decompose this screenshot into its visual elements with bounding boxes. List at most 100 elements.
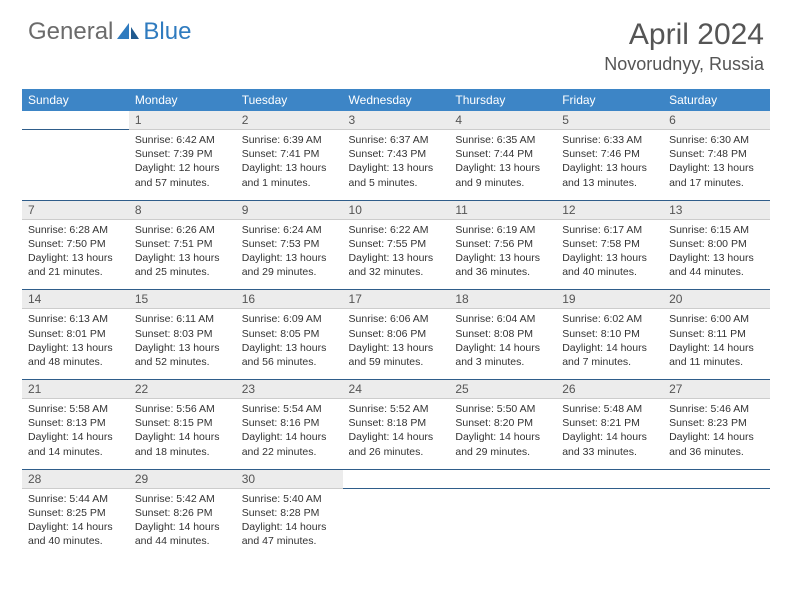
day-content-cell: Sunrise: 6:39 AMSunset: 7:41 PMDaylight:… (236, 130, 343, 201)
day-content-cell: Sunrise: 6:15 AMSunset: 8:00 PMDaylight:… (663, 219, 770, 290)
daylight-text-2: and 56 minutes. (242, 355, 337, 369)
day-header-wednesday: Wednesday (343, 89, 450, 111)
sunset-text: Sunset: 7:50 PM (28, 237, 123, 251)
day-content-cell: Sunrise: 6:28 AMSunset: 7:50 PMDaylight:… (22, 219, 129, 290)
day-number-cell: 30 (236, 469, 343, 488)
day-content-cell: Sunrise: 6:24 AMSunset: 7:53 PMDaylight:… (236, 219, 343, 290)
location-label: Novorudnyy, Russia (604, 54, 764, 75)
logo-text-general: General (28, 18, 113, 46)
sunrise-text: Sunrise: 5:56 AM (135, 402, 230, 416)
sunrise-text: Sunrise: 6:11 AM (135, 312, 230, 326)
day-number-cell: 16 (236, 290, 343, 309)
content-row: Sunrise: 6:28 AMSunset: 7:50 PMDaylight:… (22, 219, 770, 290)
sunrise-text: Sunrise: 5:40 AM (242, 492, 337, 506)
day-number-cell: 7 (22, 200, 129, 219)
day-content-cell: Sunrise: 5:42 AMSunset: 8:26 PMDaylight:… (129, 488, 236, 558)
month-title: April 2024 (604, 18, 764, 52)
sunset-text: Sunset: 8:11 PM (669, 327, 764, 341)
day-header-row: Sunday Monday Tuesday Wednesday Thursday… (22, 89, 770, 111)
sunrise-text: Sunrise: 6:22 AM (349, 223, 444, 237)
header: General Blue April 2024 Novorudnyy, Russ… (0, 0, 792, 83)
sunset-text: Sunset: 8:13 PM (28, 416, 123, 430)
daylight-text-1: Daylight: 14 hours (455, 430, 550, 444)
daynum-row: 14151617181920 (22, 290, 770, 309)
daylight-text-2: and 29 minutes. (242, 265, 337, 279)
sunset-text: Sunset: 8:03 PM (135, 327, 230, 341)
sunrise-text: Sunrise: 6:15 AM (669, 223, 764, 237)
day-number-cell: 4 (449, 111, 556, 130)
sunset-text: Sunset: 7:58 PM (562, 237, 657, 251)
daylight-text-2: and 17 minutes. (669, 176, 764, 190)
sunrise-text: Sunrise: 6:09 AM (242, 312, 337, 326)
sunrise-text: Sunrise: 6:26 AM (135, 223, 230, 237)
day-content-cell: Sunrise: 6:11 AMSunset: 8:03 PMDaylight:… (129, 309, 236, 380)
sunset-text: Sunset: 8:05 PM (242, 327, 337, 341)
daylight-text-2: and 9 minutes. (455, 176, 550, 190)
daylight-text-1: Daylight: 14 hours (349, 430, 444, 444)
day-number-cell: 22 (129, 380, 236, 399)
sunset-text: Sunset: 8:23 PM (669, 416, 764, 430)
day-content-cell: Sunrise: 5:56 AMSunset: 8:15 PMDaylight:… (129, 399, 236, 470)
day-content-cell (449, 488, 556, 558)
daylight-text-1: Daylight: 13 hours (135, 251, 230, 265)
daynum-row: 123456 (22, 111, 770, 130)
day-content-cell: Sunrise: 6:33 AMSunset: 7:46 PMDaylight:… (556, 130, 663, 201)
day-number-cell: 13 (663, 200, 770, 219)
day-number-cell: 9 (236, 200, 343, 219)
sunrise-text: Sunrise: 6:39 AM (242, 133, 337, 147)
daylight-text-2: and 36 minutes. (455, 265, 550, 279)
sunset-text: Sunset: 7:55 PM (349, 237, 444, 251)
daylight-text-1: Daylight: 13 hours (562, 251, 657, 265)
day-number-cell (22, 111, 129, 130)
daylight-text-2: and 11 minutes. (669, 355, 764, 369)
day-content-cell: Sunrise: 6:42 AMSunset: 7:39 PMDaylight:… (129, 130, 236, 201)
sunset-text: Sunset: 7:44 PM (455, 147, 550, 161)
day-content-cell: Sunrise: 6:30 AMSunset: 7:48 PMDaylight:… (663, 130, 770, 201)
daylight-text-1: Daylight: 14 hours (669, 430, 764, 444)
sunset-text: Sunset: 8:00 PM (669, 237, 764, 251)
daylight-text-1: Daylight: 13 hours (349, 161, 444, 175)
day-content-cell: Sunrise: 6:02 AMSunset: 8:10 PMDaylight:… (556, 309, 663, 380)
sunrise-text: Sunrise: 6:35 AM (455, 133, 550, 147)
day-header-sunday: Sunday (22, 89, 129, 111)
daynum-row: 282930 (22, 469, 770, 488)
sunrise-text: Sunrise: 6:42 AM (135, 133, 230, 147)
sunrise-text: Sunrise: 6:33 AM (562, 133, 657, 147)
daylight-text-2: and 14 minutes. (28, 445, 123, 459)
day-number-cell: 29 (129, 469, 236, 488)
daylight-text-2: and 47 minutes. (242, 534, 337, 548)
daylight-text-1: Daylight: 14 hours (455, 341, 550, 355)
day-content-cell: Sunrise: 6:06 AMSunset: 8:06 PMDaylight:… (343, 309, 450, 380)
day-number-cell: 2 (236, 111, 343, 130)
title-block: April 2024 Novorudnyy, Russia (604, 18, 764, 75)
day-number-cell (449, 469, 556, 488)
sunrise-text: Sunrise: 6:24 AM (242, 223, 337, 237)
daylight-text-1: Daylight: 13 hours (349, 341, 444, 355)
day-content-cell: Sunrise: 5:44 AMSunset: 8:25 PMDaylight:… (22, 488, 129, 558)
day-content-cell: Sunrise: 5:46 AMSunset: 8:23 PMDaylight:… (663, 399, 770, 470)
daylight-text-2: and 57 minutes. (135, 176, 230, 190)
daylight-text-2: and 5 minutes. (349, 176, 444, 190)
day-content-cell: Sunrise: 6:19 AMSunset: 7:56 PMDaylight:… (449, 219, 556, 290)
sunrise-text: Sunrise: 6:00 AM (669, 312, 764, 326)
day-content-cell: Sunrise: 6:22 AMSunset: 7:55 PMDaylight:… (343, 219, 450, 290)
daylight-text-1: Daylight: 14 hours (135, 520, 230, 534)
sunrise-text: Sunrise: 6:17 AM (562, 223, 657, 237)
sunrise-text: Sunrise: 6:37 AM (349, 133, 444, 147)
sunset-text: Sunset: 8:01 PM (28, 327, 123, 341)
logo-sail-icon (115, 21, 141, 43)
day-number-cell: 18 (449, 290, 556, 309)
sunset-text: Sunset: 7:51 PM (135, 237, 230, 251)
day-number-cell: 14 (22, 290, 129, 309)
content-row: Sunrise: 5:44 AMSunset: 8:25 PMDaylight:… (22, 488, 770, 558)
daylight-text-1: Daylight: 14 hours (562, 341, 657, 355)
day-number-cell: 11 (449, 200, 556, 219)
daylight-text-1: Daylight: 14 hours (669, 341, 764, 355)
daylight-text-2: and 40 minutes. (28, 534, 123, 548)
day-content-cell: Sunrise: 5:48 AMSunset: 8:21 PMDaylight:… (556, 399, 663, 470)
sunset-text: Sunset: 8:08 PM (455, 327, 550, 341)
day-number-cell: 27 (663, 380, 770, 399)
day-header-saturday: Saturday (663, 89, 770, 111)
logo-text-blue: Blue (143, 18, 191, 46)
daylight-text-2: and 59 minutes. (349, 355, 444, 369)
